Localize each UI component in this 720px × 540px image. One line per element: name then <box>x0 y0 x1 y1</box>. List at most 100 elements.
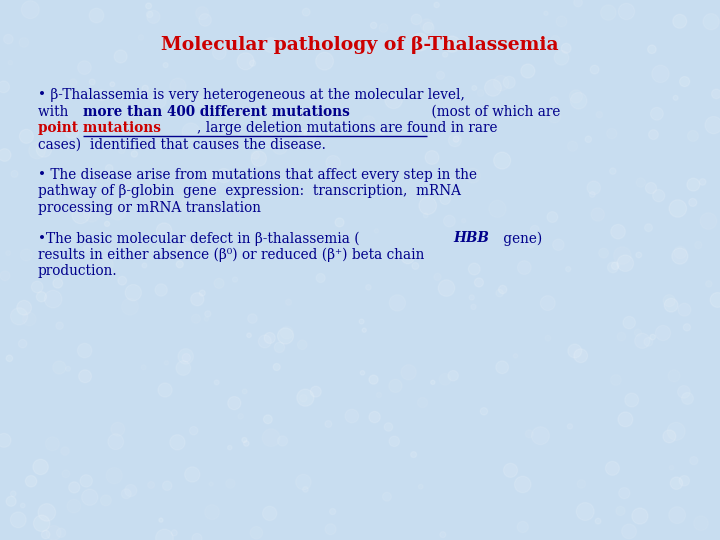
Circle shape <box>547 212 558 222</box>
Circle shape <box>431 380 435 384</box>
Circle shape <box>554 50 569 65</box>
Circle shape <box>521 64 535 78</box>
Circle shape <box>515 476 531 492</box>
Circle shape <box>362 116 375 129</box>
Circle shape <box>632 508 648 524</box>
Text: more than 400 different mutations: more than 400 different mutations <box>83 105 350 118</box>
Circle shape <box>419 197 436 214</box>
Circle shape <box>264 333 275 343</box>
Circle shape <box>621 524 636 539</box>
Text: processing or mRNA translation: processing or mRNA translation <box>38 201 261 215</box>
Circle shape <box>617 255 634 272</box>
Circle shape <box>25 476 37 487</box>
Circle shape <box>480 408 487 415</box>
Circle shape <box>264 415 272 424</box>
Circle shape <box>78 174 95 191</box>
Circle shape <box>192 534 202 540</box>
Circle shape <box>448 370 459 381</box>
Circle shape <box>680 77 690 86</box>
Circle shape <box>89 8 104 23</box>
Text: • The disease arise from mutations that affect every step in the: • The disease arise from mutations that … <box>38 168 477 182</box>
Circle shape <box>462 219 466 223</box>
Circle shape <box>531 225 539 234</box>
Circle shape <box>326 156 341 170</box>
Circle shape <box>142 85 148 91</box>
Circle shape <box>292 91 297 97</box>
Circle shape <box>636 252 642 258</box>
Circle shape <box>6 496 16 507</box>
Circle shape <box>196 6 209 19</box>
Circle shape <box>170 435 185 450</box>
Circle shape <box>36 142 52 157</box>
Circle shape <box>128 109 138 118</box>
Circle shape <box>618 488 630 499</box>
Circle shape <box>672 248 688 264</box>
Circle shape <box>247 333 251 338</box>
Circle shape <box>706 281 712 287</box>
Circle shape <box>526 430 534 438</box>
Circle shape <box>645 183 657 194</box>
Circle shape <box>45 291 62 308</box>
Circle shape <box>625 393 639 407</box>
Circle shape <box>122 489 131 499</box>
Circle shape <box>669 507 685 523</box>
Circle shape <box>438 280 455 296</box>
Circle shape <box>101 495 112 506</box>
Circle shape <box>17 300 32 315</box>
Circle shape <box>553 239 564 251</box>
Circle shape <box>19 38 29 47</box>
Circle shape <box>362 328 366 332</box>
Circle shape <box>503 463 518 477</box>
Circle shape <box>122 178 139 195</box>
Circle shape <box>104 221 109 226</box>
Circle shape <box>611 262 619 269</box>
Circle shape <box>651 107 663 120</box>
Circle shape <box>401 364 416 380</box>
Text: point mutations: point mutations <box>38 121 161 135</box>
Circle shape <box>673 96 678 100</box>
Circle shape <box>679 476 690 486</box>
Circle shape <box>434 2 439 8</box>
Circle shape <box>191 293 204 306</box>
Circle shape <box>297 389 314 406</box>
Circle shape <box>84 245 90 252</box>
Circle shape <box>217 168 231 183</box>
Text: • β-Thalassemia is very heterogeneous at the molecular level,: • β-Thalassemia is very heterogeneous at… <box>38 88 465 102</box>
Circle shape <box>110 82 114 86</box>
Circle shape <box>590 192 595 198</box>
Circle shape <box>401 251 415 264</box>
Circle shape <box>683 324 690 331</box>
Circle shape <box>86 265 90 269</box>
Circle shape <box>189 427 198 435</box>
Text: with: with <box>38 105 73 118</box>
Circle shape <box>56 528 66 537</box>
Circle shape <box>38 504 55 521</box>
Circle shape <box>228 446 232 450</box>
Circle shape <box>710 293 720 307</box>
Circle shape <box>156 223 172 238</box>
Circle shape <box>315 52 333 70</box>
Circle shape <box>574 349 588 362</box>
Circle shape <box>304 128 317 140</box>
Circle shape <box>551 36 560 44</box>
Text: Molecular pathology of β-Thalassemia: Molecular pathology of β-Thalassemia <box>161 36 559 54</box>
Circle shape <box>650 334 655 340</box>
Circle shape <box>667 422 685 440</box>
Circle shape <box>670 477 683 489</box>
Circle shape <box>590 65 599 74</box>
Circle shape <box>19 129 33 143</box>
Circle shape <box>22 1 39 18</box>
Circle shape <box>678 303 691 316</box>
Circle shape <box>285 299 292 305</box>
Circle shape <box>248 314 257 323</box>
Circle shape <box>363 128 369 134</box>
Circle shape <box>711 89 720 99</box>
Circle shape <box>382 492 392 501</box>
Circle shape <box>705 117 720 134</box>
Circle shape <box>472 85 477 91</box>
Circle shape <box>41 530 50 539</box>
Circle shape <box>302 8 310 16</box>
Circle shape <box>369 411 380 423</box>
Circle shape <box>325 524 336 535</box>
Circle shape <box>635 333 650 348</box>
